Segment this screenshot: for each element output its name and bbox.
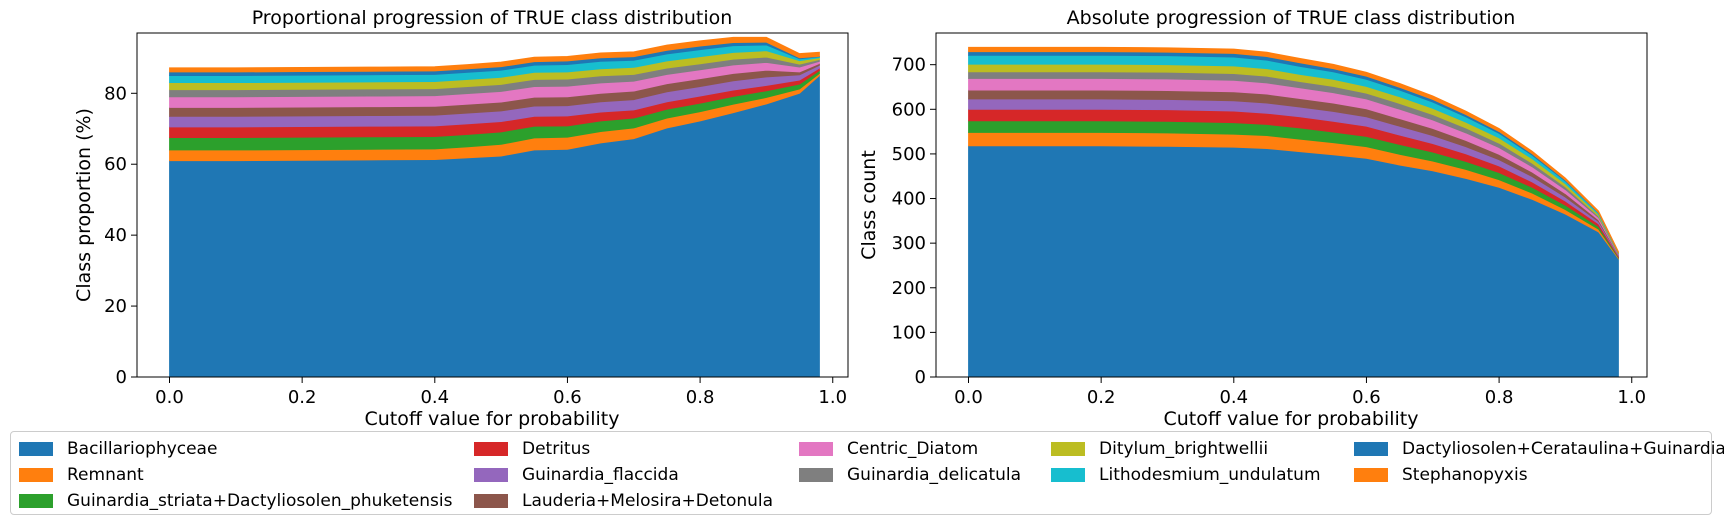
x-tick-label: 1.0: [1617, 387, 1646, 408]
x-tick-label: 0.6: [553, 387, 582, 408]
legend-item: Remnant: [19, 464, 144, 486]
proportional-chart: Proportional progression of TRUE class d…: [73, 7, 849, 430]
legend-item: Dactyliosolen+Cerataulina+Guinardia: [1354, 438, 1724, 460]
legend-label: Lithodesmium_undulatum: [1099, 465, 1321, 485]
area-layer: [968, 46, 1619, 254]
y-axis-ticks: 0 20 40 60 80: [104, 83, 137, 388]
y-tick-label: 100: [892, 322, 926, 343]
x-tick-label: 1.0: [818, 387, 847, 408]
y-tick-label: 400: [892, 189, 926, 210]
y-tick-label: 40: [104, 225, 127, 246]
x-axis-label: Cutoff value for probability: [365, 408, 620, 430]
legend-label: Guinardia_delicatula: [847, 465, 1022, 485]
x-axis-label: Cutoff value for probability: [1164, 408, 1419, 430]
legend-swatch: [1354, 468, 1388, 482]
x-tick-label: 0.6: [1352, 387, 1381, 408]
x-tick-label: 0.0: [155, 387, 184, 408]
x-tick-label: 0.4: [420, 387, 449, 408]
y-tick-label: 60: [104, 154, 127, 175]
legend-item: Guinardia_delicatula: [799, 464, 1021, 486]
y-axis-ticks: 0 100 200 300 400 500 600 700: [892, 55, 936, 388]
legend-item: Stephanopyxis: [1354, 464, 1528, 486]
legend-swatch: [1051, 442, 1085, 456]
legend-label: Bacillariophyceae: [67, 439, 218, 459]
plot-frame: [136, 32, 849, 378]
legend-swatch: [474, 442, 508, 456]
x-tick-label: 0.2: [288, 387, 317, 408]
legend-swatch: [19, 468, 53, 482]
y-axis-label: Class proportion (%): [73, 108, 95, 302]
legend-item: Lithodesmium_undulatum: [1051, 464, 1321, 486]
legend-swatch: [19, 442, 53, 456]
legend-label: Ditylum_brightwellii: [1099, 439, 1269, 459]
legend-label: Stephanopyxis: [1402, 465, 1528, 485]
legend-label: Guinardia_flaccida: [522, 465, 679, 485]
legend-label: Centric_Diatom: [847, 439, 979, 459]
chart-title: Absolute progression of TRUE class distr…: [1067, 7, 1516, 29]
figure: Proportional progression of TRUE class d…: [73, 7, 1648, 430]
legend: Bacillariophyceae Remnant Guinardia_stri…: [10, 431, 1724, 515]
x-axis-ticks: 0.0 0.2 0.4 0.6 0.8 1.0: [954, 377, 1646, 408]
legend-label: Guinardia_striata+Dactyliosolen_phuketen…: [67, 491, 453, 511]
area-layers: [968, 46, 1619, 378]
legend-label: Remnant: [67, 465, 144, 485]
legend-swatch: [799, 468, 833, 482]
x-tick-label: 0.8: [686, 387, 715, 408]
legend-swatch: [799, 442, 833, 456]
legend-item: Detritus: [474, 438, 590, 460]
area-layer: [169, 36, 820, 73]
legend-item: Guinardia_striata+Dactyliosolen_phuketen…: [19, 490, 452, 512]
x-tick-label: 0.2: [1087, 387, 1116, 408]
y-axis-label: Class count: [858, 150, 880, 260]
legend-swatch: [1354, 442, 1388, 456]
x-axis-ticks: 0.0 0.2 0.4 0.6 0.8 1.0: [155, 377, 847, 408]
y-tick-label: 300: [892, 233, 926, 254]
legend-swatch: [19, 494, 53, 508]
y-tick-label: 80: [104, 83, 127, 104]
x-tick-label: 0.8: [1485, 387, 1514, 408]
legend-item: Ditylum_brightwellii: [1051, 438, 1268, 460]
legend-label: Lauderia+Melosira+Detonula: [522, 491, 774, 511]
y-tick-label: 500: [892, 144, 926, 165]
legend-item: Lauderia+Melosira+Detonula: [474, 490, 773, 512]
y-tick-label: 200: [892, 278, 926, 299]
legend-item: Bacillariophyceae: [19, 438, 217, 460]
legend-label: Dactyliosolen+Cerataulina+Guinardia: [1402, 439, 1724, 459]
chart-title: Proportional progression of TRUE class d…: [252, 7, 733, 29]
x-tick-label: 0.4: [1219, 387, 1248, 408]
plot-frame: [935, 32, 1648, 378]
y-tick-label: 0: [116, 367, 127, 388]
legend-item: Guinardia_flaccida: [474, 464, 679, 486]
legend-swatch: [1051, 468, 1085, 482]
absolute-chart: Absolute progression of TRUE class distr…: [858, 7, 1648, 430]
area-layers: [169, 36, 820, 378]
x-tick-label: 0.0: [954, 387, 983, 408]
legend-label: Detritus: [522, 439, 591, 459]
y-tick-label: 700: [892, 55, 926, 76]
legend-swatch: [474, 468, 508, 482]
y-tick-label: 0: [915, 367, 926, 388]
y-tick-label: 600: [892, 99, 926, 120]
legend-swatch: [474, 494, 508, 508]
legend-item: Centric_Diatom: [799, 438, 978, 460]
y-tick-label: 20: [104, 296, 127, 317]
